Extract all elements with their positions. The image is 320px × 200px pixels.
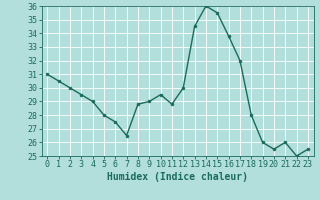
X-axis label: Humidex (Indice chaleur): Humidex (Indice chaleur) <box>107 172 248 182</box>
